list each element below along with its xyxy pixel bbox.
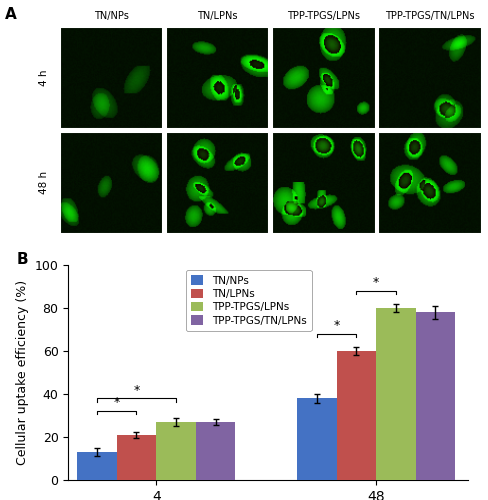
- Text: 48 h: 48 h: [39, 171, 49, 194]
- Bar: [376, 308, 416, 480]
- Bar: [297, 398, 337, 480]
- Bar: [156, 422, 196, 480]
- Text: *: *: [133, 384, 140, 396]
- Text: TPP-TPGS/TN/LPNs: TPP-TPGS/TN/LPNs: [386, 12, 475, 22]
- Y-axis label: Cellular uptake efficiency (%): Cellular uptake efficiency (%): [16, 280, 29, 465]
- Bar: [337, 351, 376, 480]
- Text: 4 h: 4 h: [39, 69, 49, 86]
- Text: TPP-TPGS/LPNs: TPP-TPGS/LPNs: [287, 12, 361, 22]
- Text: TN/LPNs: TN/LPNs: [198, 12, 238, 22]
- Legend: TN/NPs, TN/LPNs, TPP-TPGS/LPNs, TPP-TPGS/TN/LPNs: TN/NPs, TN/LPNs, TPP-TPGS/LPNs, TPP-TPGS…: [185, 270, 311, 331]
- Text: *: *: [114, 396, 120, 409]
- Bar: [416, 312, 455, 480]
- Text: TN/NPs: TN/NPs: [94, 12, 129, 22]
- Text: A: A: [5, 7, 17, 22]
- Text: B: B: [17, 252, 29, 268]
- Text: *: *: [373, 276, 379, 289]
- Text: *: *: [333, 319, 340, 332]
- Bar: [196, 422, 235, 480]
- Bar: [77, 452, 117, 480]
- Bar: [117, 435, 156, 480]
